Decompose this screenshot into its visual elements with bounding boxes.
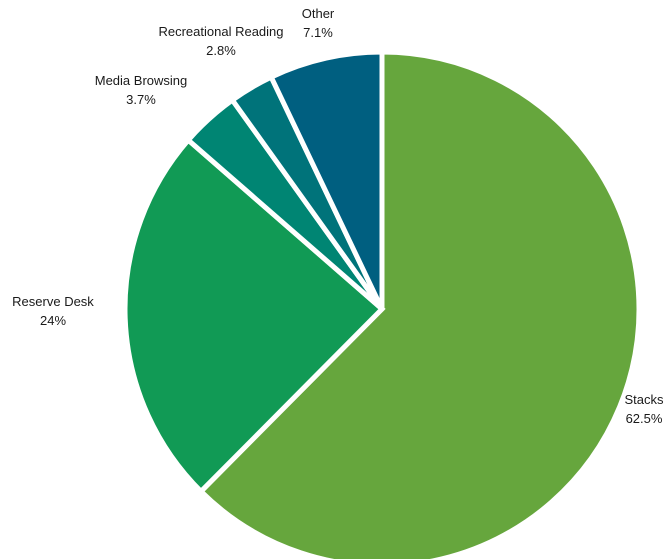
pie-slices <box>122 49 642 559</box>
slice-value-reserve-desk: 24% <box>40 313 66 328</box>
slice-label-other: Other <box>302 6 335 21</box>
slice-value-media-browsing: 3.7% <box>126 92 156 107</box>
slice-value-recreational-reading: 2.8% <box>206 43 236 58</box>
slice-label-reserve-desk: Reserve Desk <box>12 294 94 309</box>
slice-label-recreational-reading: Recreational Reading <box>158 24 283 39</box>
slice-label-media-browsing: Media Browsing <box>95 73 188 88</box>
pie-slice-other <box>267 49 385 311</box>
slice-value-stacks: 62.5% <box>626 411 663 426</box>
slice-label-stacks: Stacks <box>624 392 664 407</box>
slice-value-other: 7.1% <box>303 25 333 40</box>
pie-labels: Stacks 62.5% Reserve Desk 24% Media Browsing… <box>12 6 664 426</box>
pie-slice-reserve-desk <box>122 136 386 495</box>
pie-slice-stacks <box>197 49 642 559</box>
